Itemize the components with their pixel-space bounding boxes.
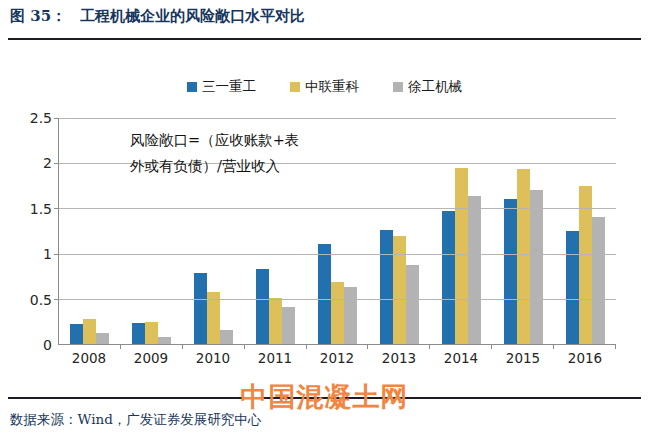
gridline-0.5 <box>59 299 616 300</box>
data-source: 数据来源：Wind，广发证券发展研究中心 <box>10 411 261 429</box>
bar-徐工机械-2013 <box>406 265 419 344</box>
bar-group-2015 <box>492 118 554 344</box>
bar-徐工机械-2014 <box>468 196 481 344</box>
y-axis-tick <box>54 118 59 119</box>
bar-三一重工-2011 <box>256 269 269 344</box>
x-axis-tick <box>367 344 368 349</box>
y-tick-label-1.5: 1.5 <box>30 201 52 217</box>
legend-swatch-icon <box>187 82 197 92</box>
figure-title-text: 工程机械企业的风险敞口水平对比 <box>80 7 305 25</box>
bar-三一重工-2016 <box>566 231 579 344</box>
x-tick-label-2014: 2014 <box>430 350 492 366</box>
y-tick-label-2.5: 2.5 <box>30 110 52 126</box>
bar-中联重科-2012 <box>331 282 344 344</box>
y-axis-labels: 00.511.522.5 <box>0 118 52 345</box>
figure: 图 35： 工程机械企业的风险敞口水平对比 三一重工 中联重科 徐工机械 0 0.5 1 1… <box>0 0 649 440</box>
gridline-1 <box>59 254 616 255</box>
bar-中联重科-2013 <box>393 236 406 344</box>
formula-annotation: 风险敞口=（应收账款+表 外或有负债）/营业收入 <box>130 127 370 179</box>
x-tick-label-2015: 2015 <box>492 350 554 366</box>
bar-三一重工-2015 <box>504 199 517 344</box>
bar-三一重工-2008 <box>70 324 83 344</box>
bar-中联重科-2016 <box>579 186 592 344</box>
legend-item-徐工机械: 徐工机械 <box>393 78 462 96</box>
x-tick-label-2009: 2009 <box>120 350 182 366</box>
figure-title: 图 35： 工程机械企业的风险敞口水平对比 <box>10 7 305 26</box>
x-axis-labels: 200820092010201120122013201420152016 <box>58 350 616 366</box>
bar-徐工机械-2009 <box>158 337 171 344</box>
bar-group-2008 <box>59 118 121 344</box>
y-axis-tick <box>54 299 59 300</box>
x-axis-tick <box>120 344 121 349</box>
legend-swatch-icon <box>393 82 403 92</box>
x-axis-tick <box>182 344 183 349</box>
bar-三一重工-2014 <box>442 211 455 344</box>
bar-中联重科-2015 <box>517 169 530 344</box>
bar-徐工机械-2011 <box>282 307 295 344</box>
y-axis-tick <box>54 208 59 209</box>
chart-legend: 三一重工 中联重科 徐工机械 <box>0 78 649 96</box>
x-tick-label-2016: 2016 <box>554 350 616 366</box>
formula-line-1: 风险敞口=（应收账款+表 <box>130 127 370 153</box>
y-tick-label-2: 2 <box>43 155 52 171</box>
legend-label: 中联重科 <box>305 78 359 96</box>
y-axis-tick <box>54 163 59 164</box>
bar-中联重科-2008 <box>83 319 96 344</box>
legend-item-中联重科: 中联重科 <box>290 78 359 96</box>
legend-swatch-icon <box>290 82 300 92</box>
bar-中联重科-2009 <box>145 322 158 344</box>
bar-徐工机械-2010 <box>220 330 233 344</box>
x-axis-tick <box>244 344 245 349</box>
x-axis-tick <box>491 344 492 349</box>
bar-group-2014 <box>430 118 492 344</box>
gridline-1.5 <box>59 208 616 209</box>
bar-徐工机械-2008 <box>96 333 109 344</box>
bar-中联重科-2010 <box>207 292 220 344</box>
figure-label: 图 35： <box>10 7 66 25</box>
x-axis-tick <box>553 344 554 349</box>
x-tick-label-2012: 2012 <box>306 350 368 366</box>
y-axis-tick <box>54 254 59 255</box>
bar-group-2016 <box>554 118 616 344</box>
x-tick-label-2008: 2008 <box>58 350 120 366</box>
bottom-divider <box>8 397 641 399</box>
bar-三一重工-2013 <box>380 230 393 344</box>
x-tick-label-2010: 2010 <box>182 350 244 366</box>
x-tick-label-2013: 2013 <box>368 350 430 366</box>
bar-徐工机械-2015 <box>530 190 543 344</box>
x-axis-tick <box>306 344 307 349</box>
bar-三一重工-2010 <box>194 273 207 344</box>
bar-三一重工-2012 <box>318 244 331 344</box>
y-tick-label-1: 1 <box>43 246 52 262</box>
x-axis-tick <box>429 344 430 349</box>
legend-label: 三一重工 <box>202 78 256 96</box>
bar-中联重科-2011 <box>269 298 282 344</box>
bar-group-2013 <box>368 118 430 344</box>
bar-三一重工-2009 <box>132 323 145 344</box>
legend-item-三一重工: 三一重工 <box>187 78 256 96</box>
bar-徐工机械-2016 <box>592 217 605 344</box>
formula-line-2: 外或有负债）/营业收入 <box>130 153 370 179</box>
y-tick-label-0: 0 <box>43 337 52 353</box>
bar-中联重科-2014 <box>455 168 468 344</box>
x-axis-tick <box>615 344 616 349</box>
gridline-2.5 <box>59 118 616 119</box>
bar-徐工机械-2012 <box>344 287 357 344</box>
y-tick-label-0.5: 0.5 <box>30 292 52 308</box>
x-tick-label-2011: 2011 <box>244 350 306 366</box>
title-divider <box>8 38 641 40</box>
legend-label: 徐工机械 <box>408 78 462 96</box>
